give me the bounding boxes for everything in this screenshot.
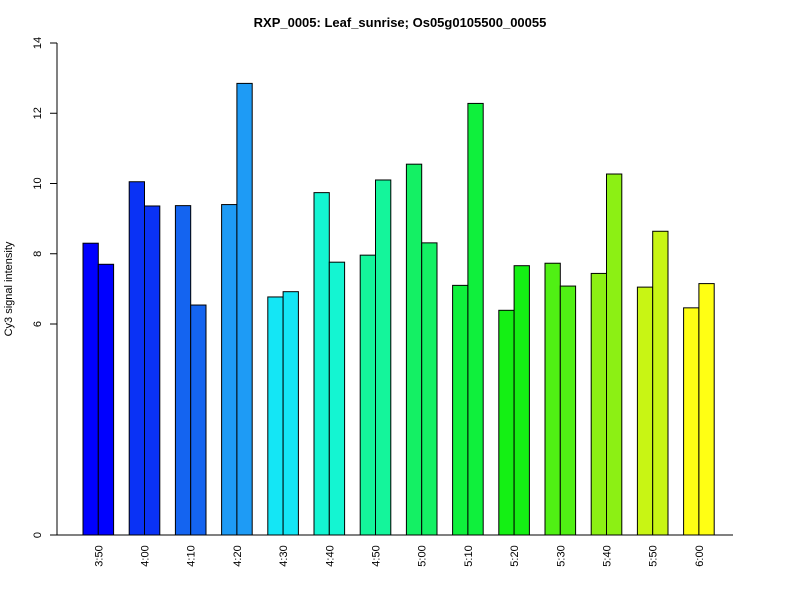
x-tick-label: 5:00 <box>417 545 429 566</box>
bar-440-1 <box>313 192 330 536</box>
bar-540-2 <box>606 173 623 536</box>
bar-400-2 <box>144 205 161 536</box>
x-tick-label: 4:10 <box>186 545 198 566</box>
x-axis: 3:50 4:00 4:10 4:20 4:30 4:40 4:50 5:00 5:10 5:20… <box>57 534 733 567</box>
x-tick-label: 5:30 <box>555 545 567 566</box>
bar-600-1 <box>683 307 700 536</box>
bar-550-2 <box>652 230 669 536</box>
x-tick-label: 5:20 <box>509 545 521 566</box>
bar-450-1 <box>359 254 377 536</box>
bar-410-1 <box>174 205 192 536</box>
y-axis-label: Cy3 signal intensity <box>3 241 15 336</box>
bar-500-1 <box>405 163 423 536</box>
bar-510-1 <box>452 284 469 536</box>
bars-group <box>82 82 715 536</box>
y-tick-label: 8 <box>32 251 44 257</box>
bar-520-1 <box>498 309 515 536</box>
x-tick-label: 4:50 <box>371 545 383 566</box>
bar-600-2 <box>698 283 715 536</box>
bar-540-1 <box>590 272 608 536</box>
x-tick-label: 4:30 <box>278 545 290 566</box>
bar-430-1 <box>267 296 284 536</box>
x-tick-label: 6:00 <box>694 545 706 566</box>
bar-510-2 <box>467 102 484 536</box>
bar-530-2 <box>559 285 577 536</box>
y-tick-label: 14 <box>32 37 44 49</box>
x-tick-label: 5:10 <box>463 545 475 566</box>
bar-410-2 <box>190 304 207 536</box>
y-tick-label: 10 <box>32 177 44 189</box>
x-tick-label: 4:40 <box>324 545 336 566</box>
bar-350-2 <box>97 263 115 536</box>
bar-520-2 <box>513 265 530 536</box>
x-tick-label: 3:50 <box>93 545 105 566</box>
chart-title: RXP_0005: Leaf_sunrise; Os05g0105500_000… <box>254 15 547 30</box>
bar-500-2 <box>421 242 438 536</box>
y-tick-label: 6 <box>32 321 44 327</box>
x-tick-label: 4:00 <box>140 545 152 566</box>
y-tick-label: 0 <box>32 532 44 538</box>
x-tick-label: 4:20 <box>232 545 244 566</box>
x-tick-label: 5:50 <box>648 545 660 566</box>
bar-420-2 <box>236 82 253 536</box>
bar-440-2 <box>328 261 346 536</box>
x-tick-label: 5:40 <box>602 545 614 566</box>
bar-420-1 <box>221 204 238 536</box>
y-axis: 0 6 8 10 12 14 <box>32 37 58 538</box>
bar-550-1 <box>636 286 654 536</box>
y-tick-label: 12 <box>32 107 44 119</box>
bar-430-2 <box>282 291 299 536</box>
bar-450-2 <box>375 179 392 536</box>
bar-530-1 <box>544 262 561 536</box>
bar-400-1 <box>128 181 145 536</box>
bar-350-1 <box>82 242 99 536</box>
